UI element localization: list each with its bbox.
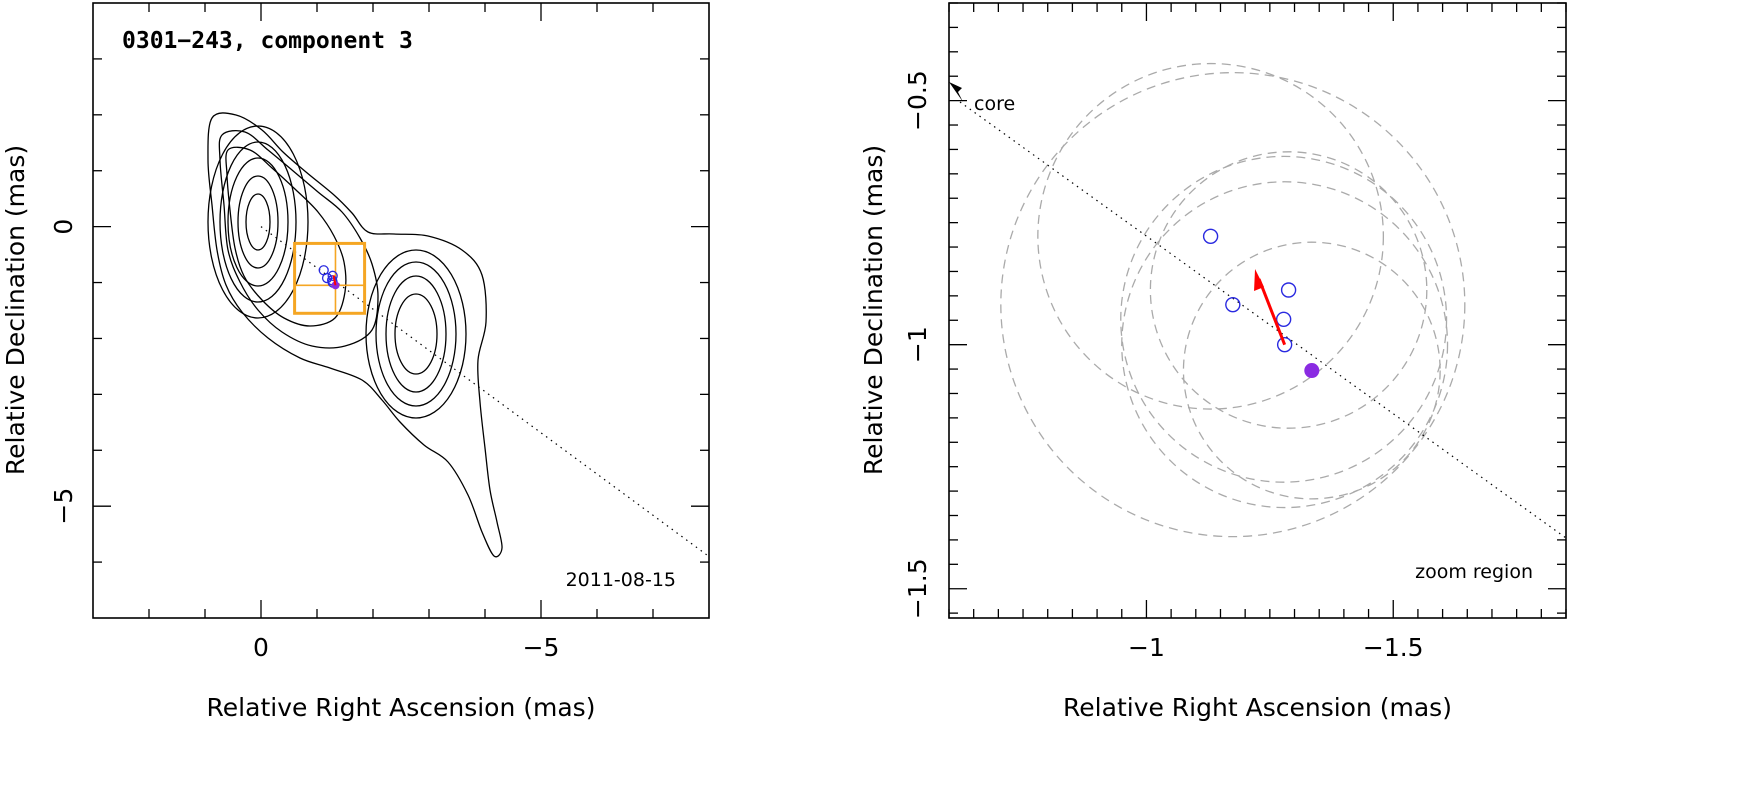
epoch-marker-1 — [1202, 228, 1219, 245]
component-size-circle-6 — [1182, 241, 1441, 500]
jet-axis-line — [959, 101, 1567, 539]
contour-knot-3 — [385, 275, 447, 393]
contour-knot-1 — [365, 249, 467, 419]
left-panel: 0301−243, component 3 2011-08-15 0 −5 0 … — [1, 2, 710, 722]
x-tick-label-1: −1.5 — [1363, 633, 1424, 662]
y-axis-label: Relative Declination (mas) — [859, 145, 888, 475]
contour-level-3 — [225, 146, 347, 327]
epoch-marker-4 — [327, 270, 338, 281]
right-tick-marks — [948, 2, 1567, 618]
right-panel: core zoom region −1 −1.5 −0.5 −1 −1.5 Re… — [859, 2, 1567, 722]
component-size-circles — [1000, 62, 1466, 538]
motion-arrow-shaft — [1257, 278, 1287, 346]
x-tick-label-0: −1 — [1128, 633, 1165, 662]
x-tick-label-0: 0 — [253, 633, 269, 662]
epoch-marker-5 — [1276, 336, 1293, 353]
contour-knot-4 — [394, 293, 438, 375]
core-label: core — [974, 93, 1015, 115]
contour-level-1 — [207, 112, 503, 558]
y-tick-label-1: −1 — [903, 326, 932, 363]
epoch-markers — [318, 265, 340, 290]
epoch-marker-4 — [1280, 282, 1297, 298]
y-tick-label-0: 0 — [49, 219, 78, 235]
contour-core-4 — [237, 175, 279, 269]
contour-map — [207, 112, 503, 558]
y-tick-label-2: −1.5 — [903, 558, 932, 619]
epoch-markers — [1202, 228, 1320, 379]
y-axis-label: Relative Declination (mas) — [1, 145, 30, 475]
epoch-date-label: 2011-08-15 — [566, 569, 676, 591]
contour-core-3 — [227, 157, 289, 287]
contour-core-2 — [219, 141, 297, 303]
motion-arrow — [332, 275, 337, 286]
x-axis-label: Relative Right Ascension (mas) — [207, 693, 596, 722]
epoch-marker-3 — [1275, 311, 1292, 327]
component-size-circle-3 — [1120, 155, 1448, 483]
left-tick-marks — [93, 3, 709, 618]
current-epoch-marker — [1304, 363, 1320, 379]
motion-arrowhead — [1254, 269, 1265, 292]
component-size-circle-4 — [1149, 151, 1428, 429]
y-tick-label-1: −5 — [49, 488, 78, 525]
zoom-box — [293, 241, 367, 315]
left-plot-frame — [92, 2, 710, 619]
epoch-marker-2 — [1225, 296, 1241, 313]
component-size-circle-1 — [1037, 62, 1385, 410]
motion-arrow — [1254, 269, 1287, 346]
core-arrowhead — [949, 82, 963, 102]
y-tick-label-0: −0.5 — [903, 70, 932, 131]
core-direction-arrow — [949, 82, 963, 102]
contour-core-1 — [207, 125, 309, 319]
component-size-circle-2 — [1000, 72, 1466, 538]
component-size-circle-5 — [1121, 181, 1449, 509]
contour-level-2 — [218, 129, 379, 349]
contour-core-5 — [245, 193, 271, 251]
zoom-region-label: zoom region — [1415, 561, 1533, 583]
panel-title: 0301−243, component 3 — [122, 28, 413, 54]
x-tick-label-1: −5 — [523, 633, 560, 662]
x-axis-label: Relative Right Ascension (mas) — [1063, 693, 1452, 722]
contour-knot-2 — [375, 261, 457, 407]
right-plot-frame — [948, 2, 1567, 619]
